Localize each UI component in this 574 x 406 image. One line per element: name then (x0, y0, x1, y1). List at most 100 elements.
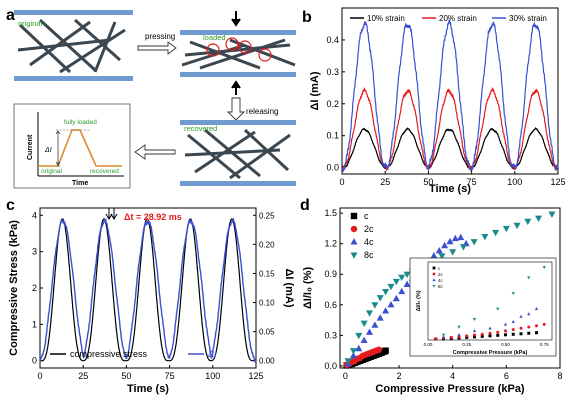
schematic-loaded: loaded (180, 11, 296, 95)
data-point-8c (349, 348, 357, 355)
top-plate (180, 30, 296, 35)
inset-legend-marker (432, 284, 436, 288)
y2-tick-label: 0.20 (259, 240, 275, 249)
inset-point-2c (473, 333, 476, 337)
x-tick-label: 100 (205, 371, 220, 381)
data-point-4c (382, 307, 390, 314)
series-line-10-strain (341, 127, 559, 170)
inset-y-axis-label: ΔI/I₀ (%) (416, 290, 422, 311)
inset-legend-label: c (438, 266, 441, 271)
inset-point-2c (496, 330, 500, 334)
data-point-4c (392, 294, 400, 302)
plot-frame (339, 207, 561, 369)
data-point-8c (382, 289, 390, 296)
data-point-4c (349, 351, 357, 359)
inset-legend-marker (432, 278, 436, 282)
data-point-4c (446, 237, 454, 245)
top-plate (180, 120, 296, 125)
data-point-8c (513, 222, 521, 230)
data-point-4c (355, 344, 363, 352)
current-trace (38, 129, 122, 167)
series-line-compressive-stress (40, 218, 256, 362)
inset-point-4c (519, 314, 523, 318)
y-tick-label: 1 (32, 319, 37, 329)
y-tick-label: 0.0 (324, 361, 337, 371)
data-point-8c (392, 278, 400, 286)
chart-c: 0 25 50 75 100 125 0 1 2 3 4 0.00 0.05 0.10 0.15 0.20 0.… (8, 207, 295, 395)
data-point-4c (457, 233, 465, 241)
inset-legend-label: 4c (438, 278, 444, 283)
data-point-8c (355, 332, 363, 340)
x-tick-label: 25 (380, 177, 390, 187)
data-point-8c (376, 295, 384, 302)
inset-point-4c (488, 326, 492, 330)
x-tick-label: 75 (165, 371, 175, 381)
inset-point-2c (449, 335, 453, 339)
data-point-8c (548, 211, 556, 218)
data-point-4c (451, 234, 459, 242)
legend-label: 2c (364, 224, 374, 234)
inset-point-8c (441, 333, 446, 337)
data-point-c (382, 347, 389, 354)
data-point-4c (398, 287, 406, 295)
label-releasing: releasing (246, 107, 278, 116)
bottom-plate (180, 181, 296, 186)
x-tick-label: 0 (339, 177, 344, 187)
schematic-recovered: recovered (180, 120, 296, 186)
pressing-arrow: pressing (137, 32, 177, 55)
label-plot-original: original (41, 168, 63, 175)
inset-point-2c (542, 322, 546, 326)
delta-i-arrow (55, 130, 61, 166)
panel-label-b: b (302, 9, 312, 26)
inset-point-c (496, 333, 500, 337)
label-time: Time (72, 180, 88, 187)
label-fully-loaded: fully loaded (64, 119, 97, 126)
panel-label-c: c (6, 197, 15, 214)
data-point-4c (387, 300, 395, 308)
data-point-8c (438, 253, 446, 260)
x-tick-label: 125 (248, 371, 263, 381)
inset-point-2c (511, 328, 515, 332)
data-point-8c (470, 239, 478, 246)
inset-point-2c (488, 331, 492, 335)
y-tick-label: 4 (32, 210, 37, 220)
inset-frame (427, 261, 553, 341)
data-point-8c (449, 249, 457, 256)
label-current: Current (27, 134, 34, 160)
data-point-8c (481, 233, 489, 241)
y-tick-label: 3 (32, 247, 37, 257)
legend-marker-8c (350, 252, 358, 259)
contact-points (206, 37, 272, 62)
x-tick-label: 50 (121, 371, 131, 381)
data-point-4c (360, 336, 368, 344)
y2-tick-label: 0.05 (259, 328, 275, 337)
inset-point-c (473, 335, 476, 339)
y-tick-label: 0.9 (324, 269, 337, 279)
label-pressing: pressing (145, 32, 175, 41)
bottom-plate (180, 72, 296, 77)
data-point-4c (365, 328, 374, 335)
inset-legend-marker (432, 266, 436, 270)
schematic-current-plot: ΔI fully loaded original recovered Time … (13, 103, 131, 189)
x-tick-label: 75 (467, 177, 477, 187)
bottom-plate (14, 76, 133, 81)
inset-point-8c (542, 266, 546, 269)
data-point-4c (435, 246, 443, 254)
top-plate (14, 10, 133, 15)
label-recovered: recovered (184, 124, 217, 133)
inset-point-2c (527, 325, 531, 329)
data-point-8c (535, 215, 543, 223)
y2-tick-label: 0.15 (259, 269, 275, 278)
inset-point-4c (511, 320, 515, 323)
label-plot-recovered: recovered (90, 168, 119, 175)
y-tick-label: 0.2 (326, 99, 339, 109)
inset-point-4c (527, 312, 531, 316)
data-point-4c (376, 314, 384, 321)
inset-point-2c (434, 337, 438, 341)
y-axis-label: ΔI/I₀ (%) (302, 267, 314, 310)
legend-label: 10% strain (367, 14, 405, 23)
press-down-arrow (231, 11, 241, 27)
fiber-network (17, 18, 126, 74)
inset-point-c (511, 332, 515, 336)
